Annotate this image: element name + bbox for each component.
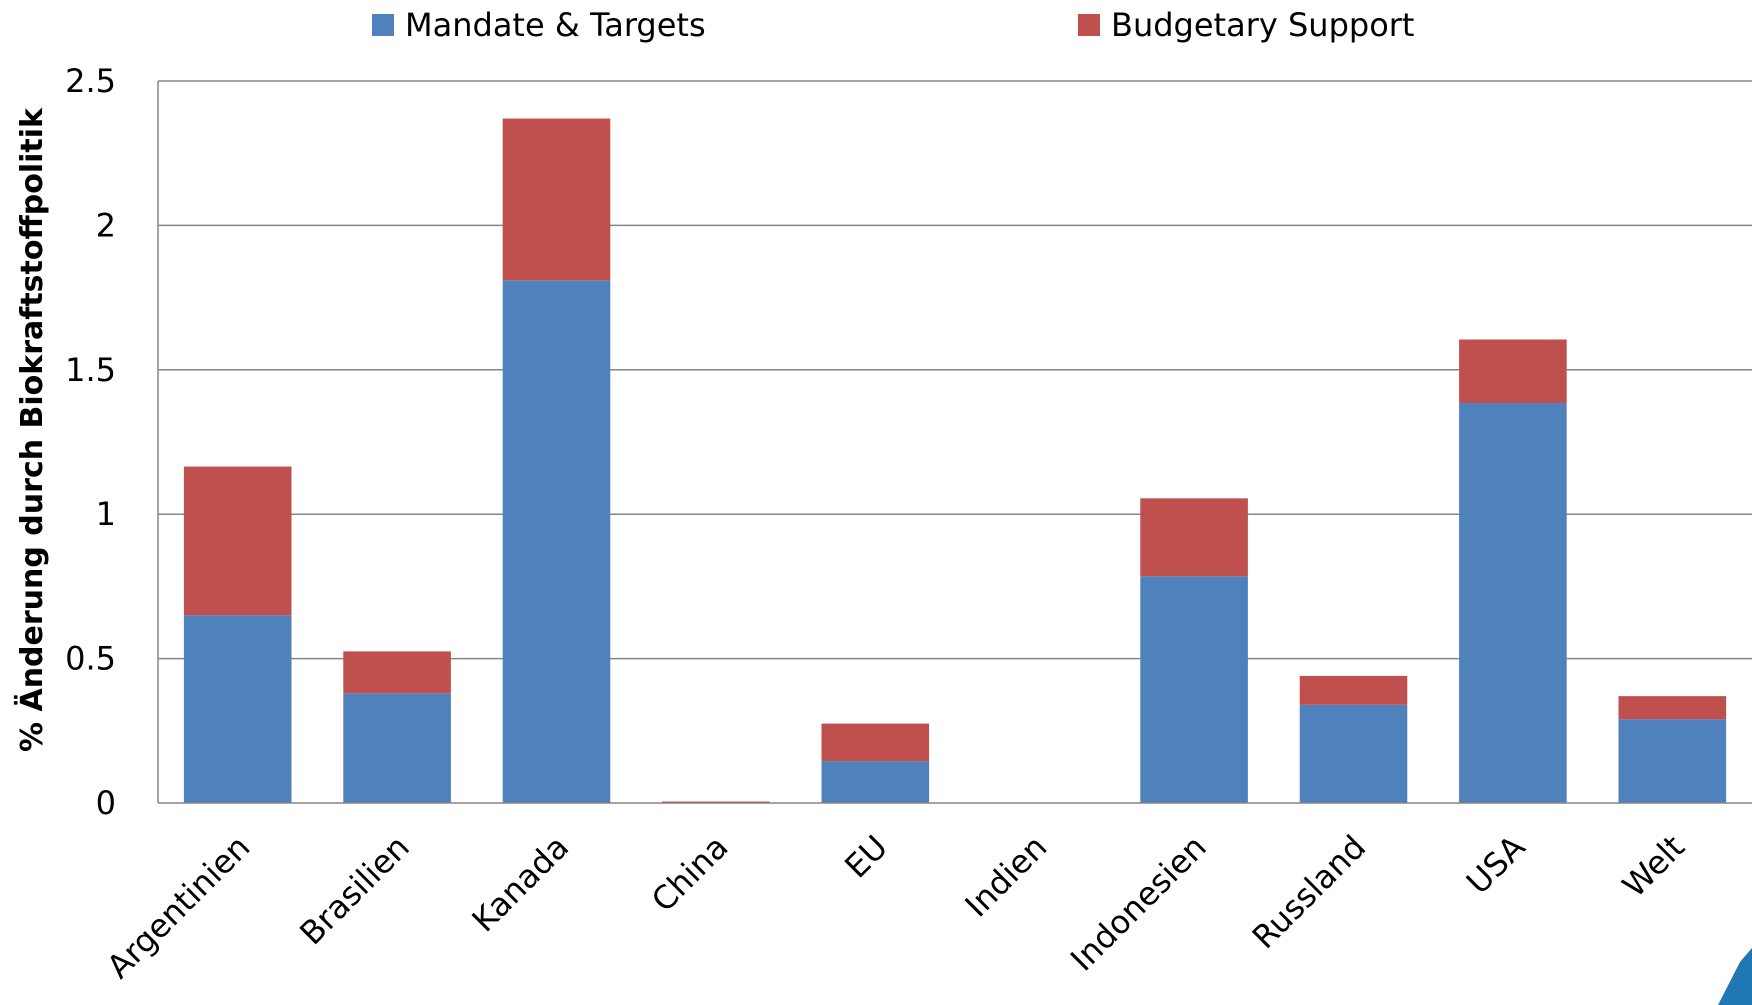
- bar-mandate-targets: [1459, 403, 1567, 803]
- bar-budgetary-support: [1140, 498, 1248, 576]
- bar-mandate-targets: [184, 615, 292, 803]
- x-tick-label: Argentinien: [99, 828, 257, 986]
- x-tick-labels: Argentinien Brasilien Kanada China EU Indien I…: [99, 828, 1692, 986]
- y-tick-label: 0.5: [65, 640, 116, 678]
- bar-budgetary-support: [1459, 339, 1567, 403]
- y-tick-label: 2.5: [65, 62, 116, 100]
- x-tick-label: China: [644, 828, 736, 920]
- x-tick-label: Welt: [1615, 828, 1692, 905]
- x-tick-label: Russland: [1245, 828, 1373, 956]
- y-tick-labels: 0 0.5 1 1.5 2 2.5: [65, 62, 116, 822]
- legend-swatch: [372, 14, 394, 36]
- legend: Mandate & Targets Budgetary Support: [372, 6, 1414, 44]
- y-tick-label: 1.5: [65, 351, 116, 389]
- bar-mandate-targets: [1619, 719, 1727, 803]
- bar-mandate-targets: [503, 280, 611, 803]
- y-axis-title: % Änderung durch Biokraftstoffpolitik: [14, 107, 50, 752]
- bar-budgetary-support: [822, 724, 930, 762]
- bar-mandate-targets: [1300, 705, 1408, 803]
- bar-mandate-targets: [1140, 576, 1248, 803]
- bar-budgetary-support: [1300, 676, 1408, 705]
- corner-accent-shape: [1718, 948, 1752, 1005]
- bar-budgetary-support: [343, 651, 451, 693]
- y-tick-label: 1: [96, 495, 116, 533]
- legend-swatch: [1078, 14, 1100, 36]
- x-tick-label: EU: [837, 828, 895, 886]
- x-tick-label: Indonesien: [1063, 828, 1214, 979]
- y-tick-label: 0: [96, 784, 116, 822]
- bar-budgetary-support: [503, 119, 611, 281]
- y-tick-label: 2: [96, 206, 116, 244]
- legend-label: Mandate & Targets: [405, 6, 706, 44]
- x-tick-label: USA: [1459, 828, 1533, 902]
- x-tick-label: Kanada: [465, 828, 577, 940]
- x-tick-label: Brasilien: [292, 828, 416, 952]
- bar-budgetary-support: [1619, 696, 1727, 719]
- x-tick-label: Indien: [958, 828, 1055, 925]
- bar-budgetary-support: [184, 467, 292, 616]
- bars: [184, 119, 1726, 803]
- bar-mandate-targets: [343, 693, 451, 803]
- legend-label: Budgetary Support: [1111, 6, 1414, 44]
- bar-mandate-targets: [822, 761, 930, 803]
